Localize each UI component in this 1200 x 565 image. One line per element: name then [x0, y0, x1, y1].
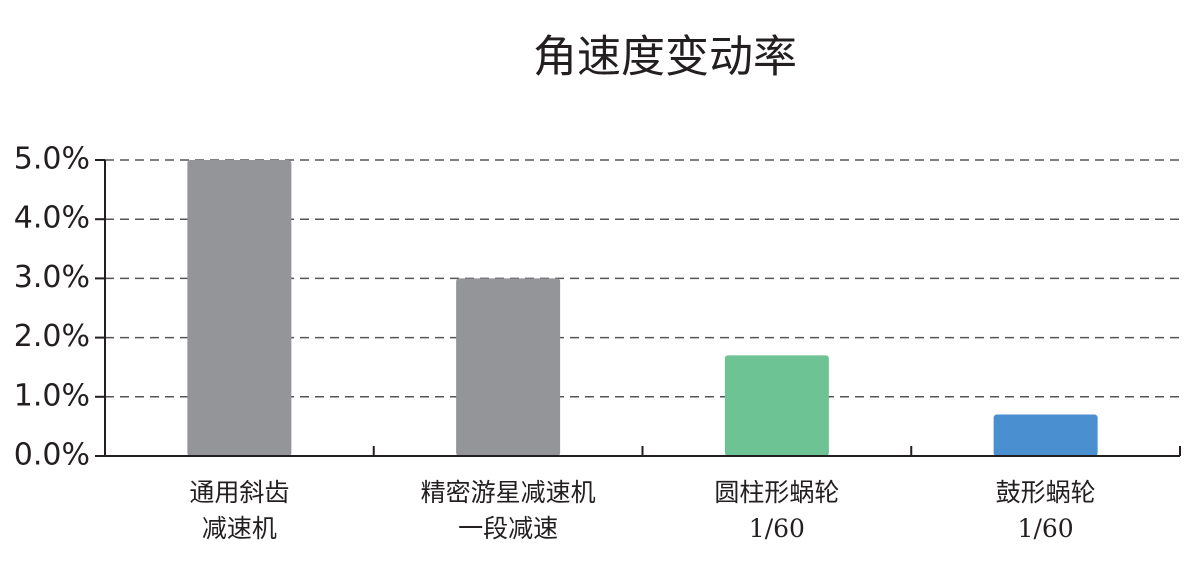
y-tick-label: 0.0%	[14, 438, 90, 473]
x-tick-label: 精密游星减速机一段减速	[421, 478, 596, 543]
bar	[456, 278, 561, 456]
y-tick-label: 2.0%	[14, 319, 90, 354]
x-tick-label: 鼓形蜗轮 1/60	[996, 478, 1096, 543]
bar	[993, 414, 1098, 456]
bar	[187, 160, 292, 456]
x-tick-label: 圆柱形蜗轮 1/60	[714, 478, 839, 543]
y-tick-label: 3.0%	[14, 260, 90, 295]
y-tick-label: 1.0%	[14, 378, 90, 413]
x-tick-label: 通用斜齿减速机	[189, 478, 289, 543]
y-tick-label: 4.0%	[14, 201, 90, 236]
chart-title: 角速度变动率	[533, 32, 797, 83]
y-tick-label: 5.0%	[14, 142, 90, 177]
bar	[724, 355, 829, 456]
